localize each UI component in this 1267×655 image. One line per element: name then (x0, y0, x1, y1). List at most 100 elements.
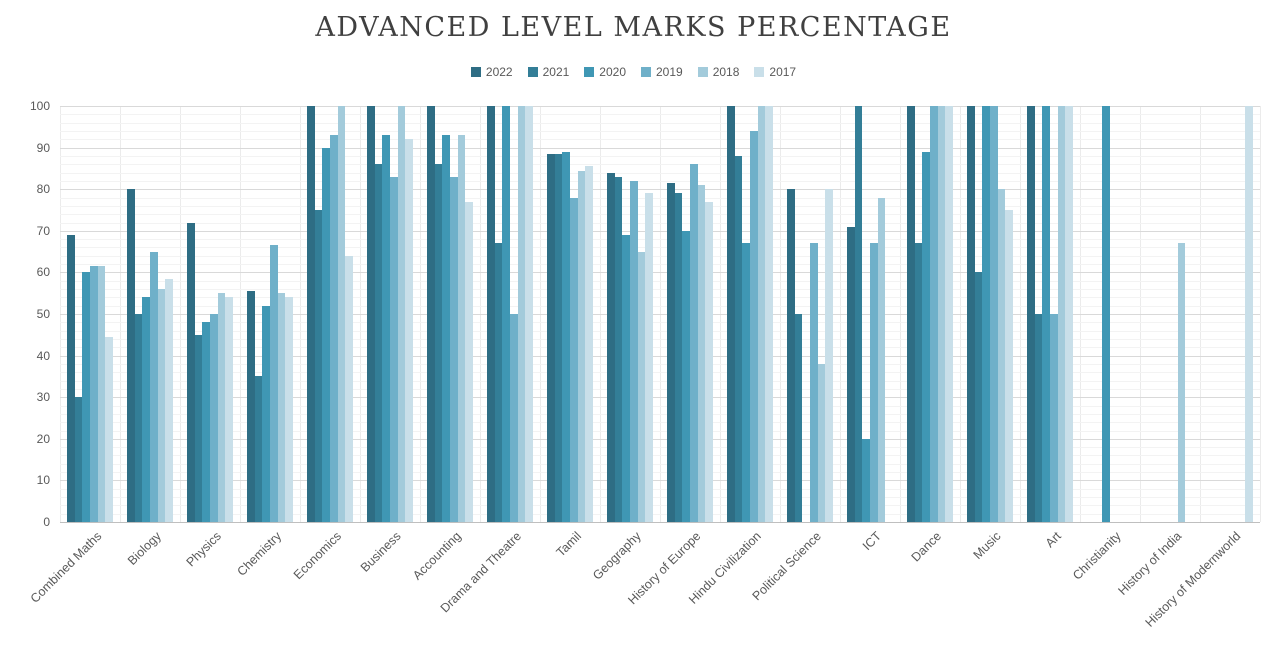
x-axis-label-text: Biology (125, 529, 164, 568)
x-axis-label-text: Christianity (1070, 529, 1124, 583)
x-axis-label-text: Tamil (553, 529, 584, 560)
major-gridline (60, 147, 1260, 149)
bar (637, 251, 646, 522)
bar (847, 226, 855, 522)
bar (457, 135, 466, 522)
bar-group (120, 106, 180, 522)
x-axis-label-text: Business (358, 529, 404, 575)
x-axis-label-text: Geography (590, 529, 644, 583)
bar (450, 176, 458, 522)
y-tick-label: 60 (36, 265, 50, 280)
bar-group (960, 106, 1020, 522)
y-tick-label: 40 (36, 348, 50, 363)
bar-group (780, 106, 840, 522)
y-tick-label: 50 (36, 307, 50, 321)
bar (105, 336, 114, 522)
minor-gridline (60, 388, 1260, 390)
minor-gridline (60, 430, 1260, 432)
x-axis-label-text: Accounting (410, 529, 464, 583)
bar (870, 243, 878, 522)
minor-gridline (60, 330, 1260, 332)
bar (367, 106, 375, 522)
minor-gridline (60, 197, 1260, 199)
bar (1177, 243, 1186, 522)
minor-gridline (60, 139, 1260, 141)
bar (810, 243, 818, 522)
minor-gridline (60, 505, 1260, 507)
bar (907, 106, 915, 522)
bar-group (1080, 106, 1140, 522)
bar (465, 201, 474, 522)
minor-gridline (60, 289, 1260, 290)
legend-item: 2022 (470, 65, 513, 79)
bar (742, 243, 751, 522)
minor-gridline (60, 239, 1260, 241)
bar-group (60, 106, 120, 522)
bar-group (540, 106, 600, 522)
bar (630, 180, 638, 522)
bar (1042, 106, 1051, 522)
legend-label: 2019 (656, 65, 683, 79)
x-axis-label-text: Economics (290, 529, 344, 583)
x-axis-label-text: Chemistry (234, 529, 284, 579)
minor-gridline (60, 488, 1260, 490)
legend-label: 2018 (712, 65, 740, 79)
bar (270, 245, 278, 522)
bar (322, 147, 331, 522)
legend-label: 2020 (599, 65, 626, 79)
bar (330, 135, 338, 522)
bar-group (180, 106, 240, 522)
major-gridline (60, 272, 1260, 274)
bar (262, 305, 271, 522)
bar-group (420, 106, 480, 522)
bar (247, 291, 255, 522)
bar (510, 314, 518, 522)
legend-swatch (470, 67, 481, 77)
minor-gridline (60, 164, 1260, 166)
bar (547, 153, 555, 522)
bar (1102, 106, 1111, 522)
minor-gridline (60, 264, 1260, 266)
bar (1034, 314, 1043, 522)
bar (982, 106, 991, 522)
minor-gridline (60, 372, 1260, 374)
bar (765, 106, 774, 522)
bar (74, 397, 83, 522)
bar (614, 176, 623, 522)
plot-area (60, 106, 1261, 523)
bar (307, 106, 315, 522)
bar (974, 272, 983, 522)
bar-group (600, 106, 660, 522)
x-axis-label-text: Art (1042, 529, 1064, 551)
bar (217, 293, 226, 522)
bar (690, 164, 698, 522)
minor-gridline (60, 339, 1260, 340)
major-gridline (60, 230, 1260, 232)
legend-label: 2022 (485, 65, 513, 79)
bar (134, 314, 143, 522)
legend-swatch (697, 67, 708, 77)
bar (577, 170, 586, 522)
minor-gridline (60, 322, 1260, 324)
category-separator-gridline (1260, 106, 1261, 522)
minor-gridline (60, 463, 1260, 465)
bar (434, 164, 443, 522)
bar (930, 106, 938, 522)
minor-gridline (60, 247, 1260, 249)
minor-gridline (60, 472, 1260, 474)
bar (337, 106, 346, 522)
bar (517, 106, 526, 522)
y-tick-label: 10 (36, 473, 50, 488)
bar (157, 289, 166, 522)
minor-gridline (60, 363, 1260, 365)
bar (607, 172, 615, 522)
bar (97, 266, 106, 522)
y-tick-label: 90 (36, 140, 50, 155)
bar (374, 164, 383, 522)
minor-gridline (60, 155, 1260, 157)
bar (1005, 210, 1014, 522)
bar (877, 197, 886, 522)
x-axis-line (60, 522, 1260, 523)
bar (967, 106, 975, 522)
minor-gridline (60, 222, 1260, 224)
